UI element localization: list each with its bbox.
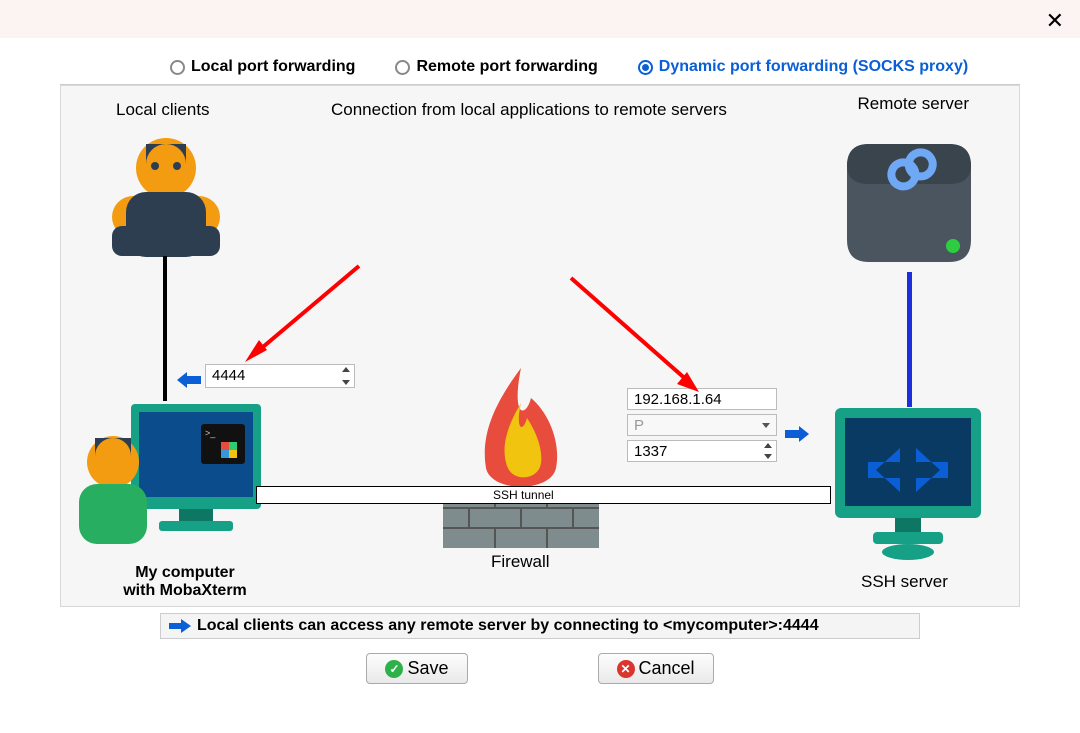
- radio-icon: [638, 60, 653, 75]
- arrow-right-icon: [785, 426, 809, 442]
- local-clients-label: Local clients: [116, 100, 210, 120]
- ssh-tunnel-label: SSH tunnel: [493, 488, 554, 502]
- info-bar: Local clients can access any remote serv…: [160, 613, 920, 639]
- tab-dynamic-forwarding[interactable]: Dynamic port forwarding (SOCKS proxy): [638, 58, 968, 76]
- my-computer-label: My computer with MobaXterm: [95, 564, 275, 600]
- info-text: Local clients can access any remote serv…: [197, 617, 819, 635]
- button-label: Cancel: [639, 658, 695, 679]
- connection-desc-label: Connection from local applications to re…: [331, 100, 727, 120]
- button-label: Save: [407, 658, 448, 679]
- remote-server-icon: [829, 116, 989, 276]
- forwarding-mode-tabs: Local port forwarding Remote port forwar…: [60, 48, 1020, 85]
- annotation-arrow-icon: [561, 272, 711, 402]
- tab-label: Dynamic port forwarding (SOCKS proxy): [659, 58, 968, 76]
- arrow-right-icon: [169, 619, 191, 633]
- annotation-arrow-icon: [237, 260, 377, 370]
- firewall-label: Firewall: [491, 552, 550, 572]
- ssh-server-icon: [823, 402, 993, 562]
- radio-icon: [395, 60, 410, 75]
- x-icon: ✕: [617, 660, 635, 678]
- my-computer-icon: >_: [73, 398, 263, 558]
- remote-server-label: Remote server: [858, 94, 969, 114]
- users-icon: [91, 122, 241, 257]
- button-row: ✓ Save ✕ Cancel: [0, 653, 1080, 684]
- connector-line: [163, 256, 167, 401]
- ssh-server-label: SSH server: [861, 572, 948, 592]
- ssh-user-select[interactable]: P: [627, 414, 777, 436]
- save-button[interactable]: ✓ Save: [366, 653, 467, 684]
- cancel-button[interactable]: ✕ Cancel: [598, 653, 714, 684]
- tab-local-forwarding[interactable]: Local port forwarding: [170, 58, 355, 76]
- connector-line: [907, 272, 912, 407]
- tab-label: Local port forwarding: [191, 58, 355, 76]
- arrow-left-icon: [177, 372, 201, 388]
- tab-remote-forwarding[interactable]: Remote port forwarding: [395, 58, 597, 76]
- radio-icon: [170, 60, 185, 75]
- ssh-port-input[interactable]: 1337: [627, 440, 777, 462]
- tab-label: Remote port forwarding: [416, 58, 597, 76]
- tunnel-diagram: Local clients Connection from local appl…: [60, 85, 1020, 607]
- svg-text:>_: >_: [205, 428, 216, 438]
- check-icon: ✓: [385, 660, 403, 678]
- close-icon[interactable]: ✕: [1046, 8, 1064, 34]
- title-bar: ✕: [0, 0, 1080, 38]
